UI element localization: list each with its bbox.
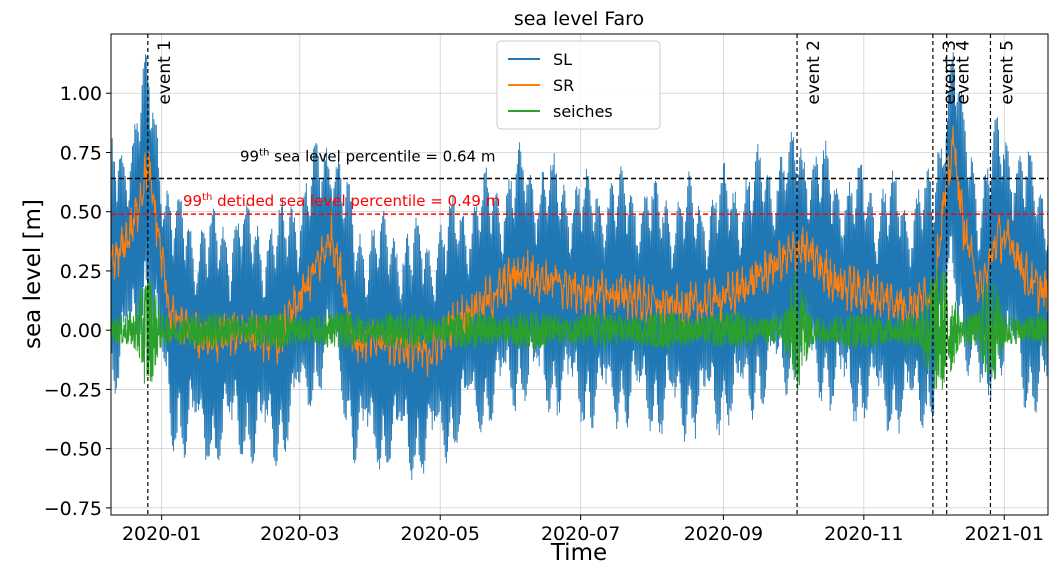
event-label: event 2 <box>804 40 824 105</box>
y-tick-label: −0.25 <box>44 379 102 401</box>
legend-label: SR <box>553 76 574 95</box>
y-tick-label: 0.75 <box>60 142 102 164</box>
annotations: 99th sea level percentile = 0.64 m 99th d… <box>183 148 500 211</box>
reference-line-label: 99th sea level percentile = 0.64 m <box>240 148 495 166</box>
x-tick-label: 2020-03 <box>260 523 339 545</box>
x-axis: 2020-01 2020-03 2020-05 2020-07 2020-09 2020-… <box>122 515 1044 545</box>
y-tick-label: −0.75 <box>44 498 102 520</box>
reference-line-label: 99th detided sea level percentile = 0.49… <box>183 192 500 210</box>
legend-label: seiches <box>553 102 613 121</box>
x-tick-label: 2020-05 <box>401 523 480 545</box>
series-seiches-line <box>111 266 1048 392</box>
plot-area <box>111 52 1048 480</box>
reference-lines <box>111 177 1048 215</box>
y-axis: −0.75 −0.50 −0.25 0.00 0.25 0.50 0.75 1.00 <box>44 83 111 520</box>
y-tick-label: 0.25 <box>60 261 102 283</box>
x-tick-label: 2020-07 <box>541 523 620 545</box>
plot-frame <box>110 33 1049 516</box>
legend-label: SL <box>553 50 572 69</box>
x-tick-label: 2020-01 <box>122 523 201 545</box>
event-label: event 4 <box>954 40 974 105</box>
x-tick-label: 2020-11 <box>824 523 903 545</box>
x-tick-label: 2020-09 <box>684 523 763 545</box>
event-label: event 3 <box>940 40 960 105</box>
y-tick-label: 1.00 <box>60 83 102 105</box>
event-label: event 5 <box>997 40 1017 105</box>
x-tick-label: 2021-01 <box>965 523 1044 545</box>
series-sl-line <box>111 52 1048 480</box>
legend-box <box>496 40 661 130</box>
event-label: event 1 <box>155 40 175 105</box>
legend: SL SR seiches <box>496 40 661 130</box>
chart-title: sea level Faro <box>514 8 644 30</box>
x-axis-label: Time <box>550 540 607 564</box>
y-tick-label: 0.50 <box>60 202 102 224</box>
y-tick-label: −0.50 <box>44 439 102 461</box>
y-tick-label: 0.00 <box>60 320 102 342</box>
series-sr-line <box>111 125 1048 377</box>
y-axis-label: sea level [m] <box>20 199 46 349</box>
